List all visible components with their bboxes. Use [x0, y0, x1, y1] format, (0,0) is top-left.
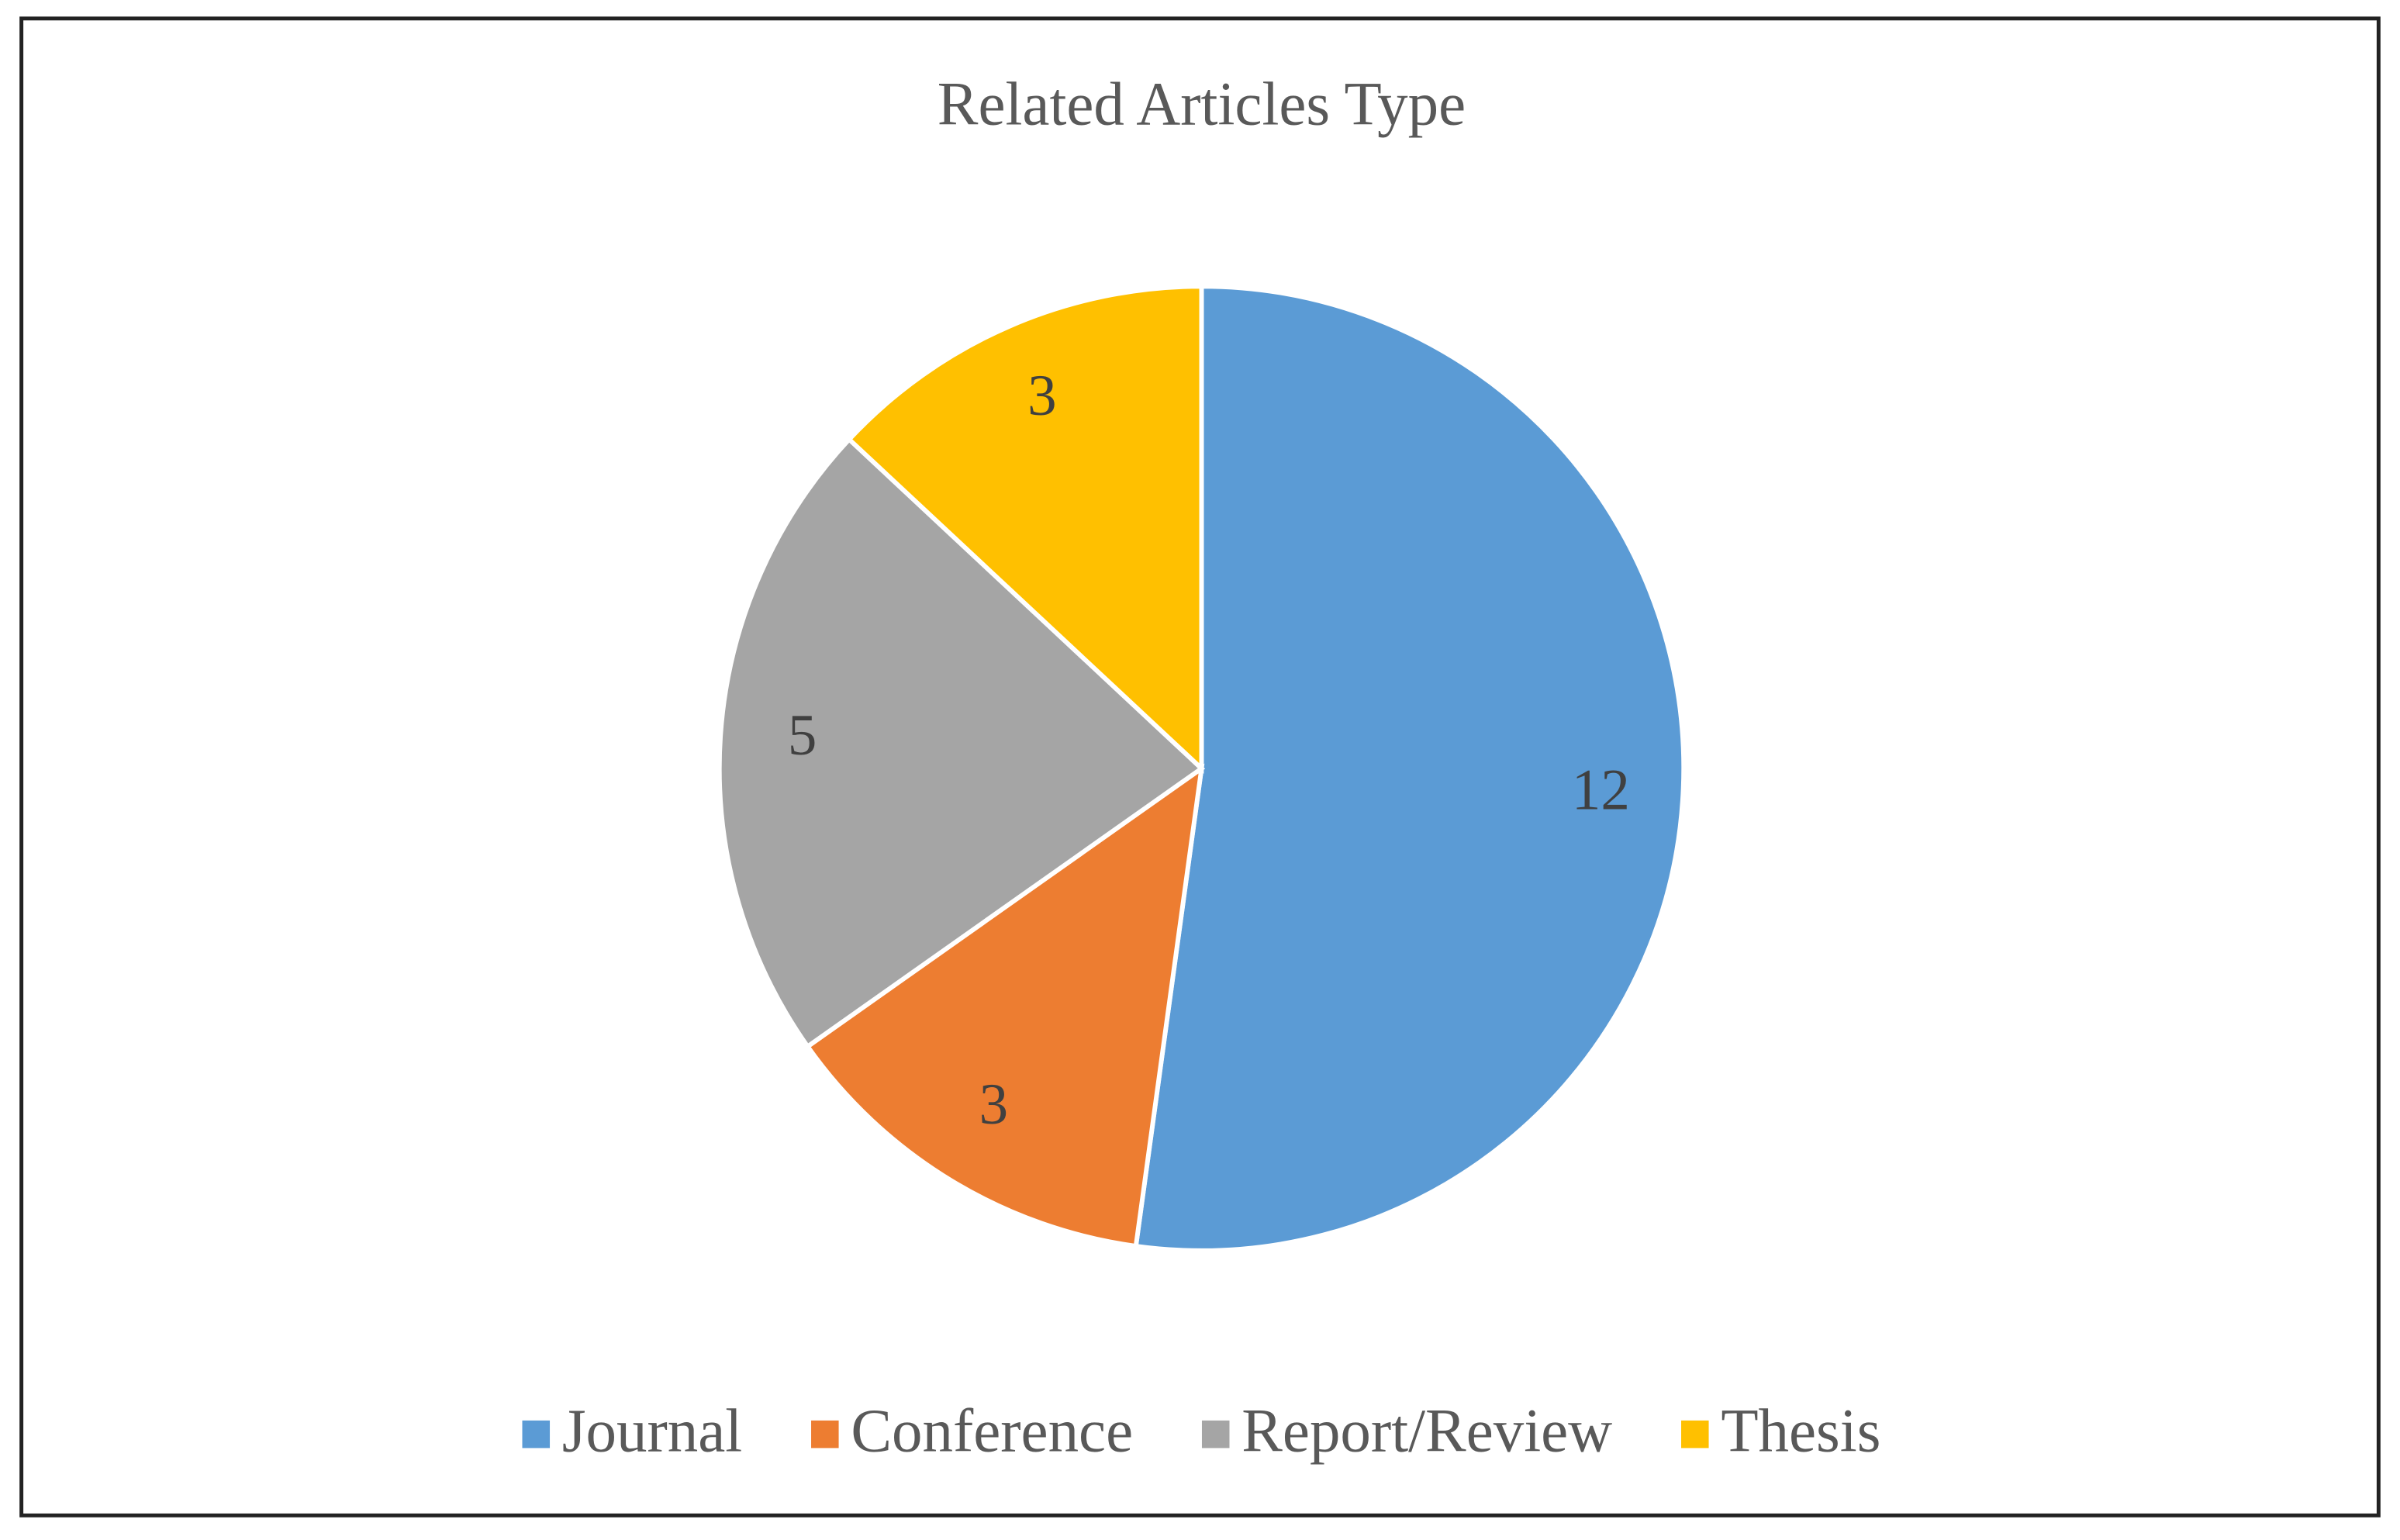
pie-slice — [845, 284, 1204, 774]
chart-title: Related Articles Type — [938, 71, 1466, 138]
pie-slice — [717, 436, 1206, 1050]
data-label: 3 — [1027, 364, 1057, 428]
legend-swatch — [522, 1420, 551, 1448]
legend-label: Report/Review — [1241, 1398, 1612, 1466]
legend-swatch — [811, 1420, 839, 1448]
pie-slice — [804, 763, 1205, 1249]
legend-swatch — [1681, 1420, 1709, 1448]
legend-label: Journal — [562, 1398, 742, 1466]
legend-label: Conference — [851, 1398, 1133, 1466]
data-label: 3 — [979, 1072, 1009, 1137]
pie-slice — [1133, 284, 1687, 1253]
data-label: 5 — [788, 703, 817, 768]
legend-label: Thesis — [1721, 1398, 1880, 1466]
data-label: 12 — [1572, 758, 1630, 822]
legend-swatch — [1201, 1420, 1230, 1448]
